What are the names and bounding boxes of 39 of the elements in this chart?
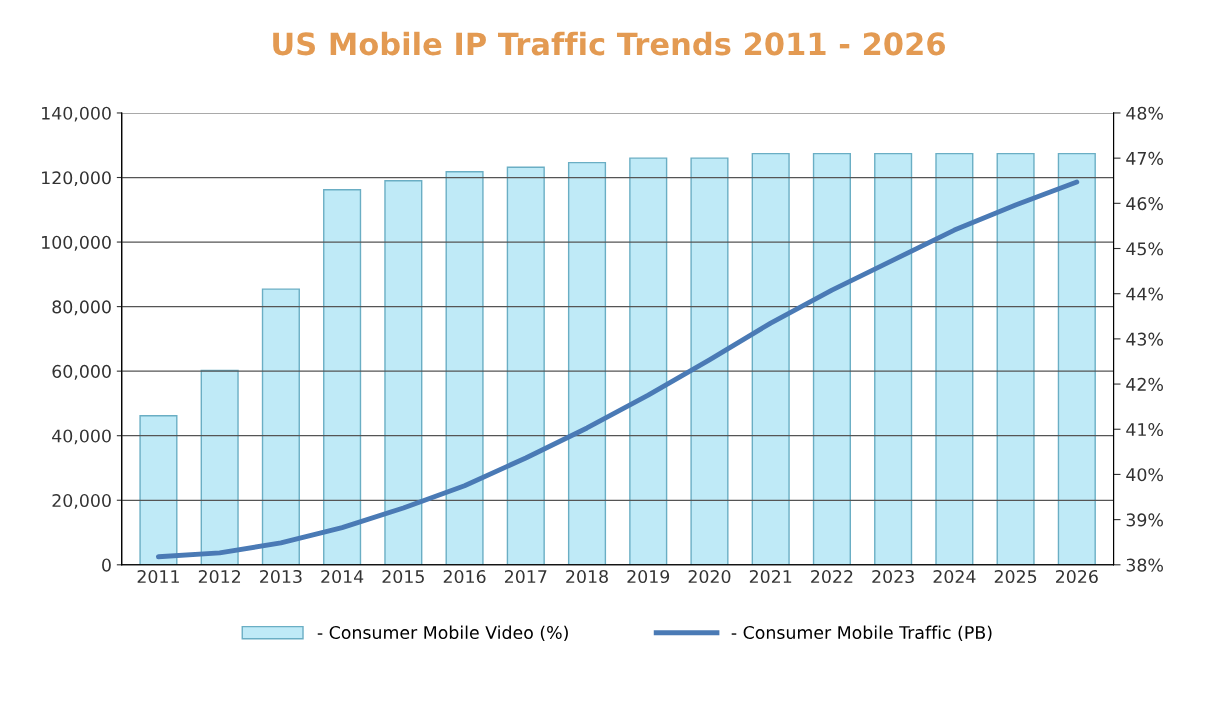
y2-tick-label: 39%	[1126, 513, 1163, 527]
x-tick-label: 2023	[872, 569, 914, 584]
y-tick-label: 40,000	[52, 429, 111, 445]
x-tick-label: 2014	[321, 569, 364, 584]
x-tick-label: 2013	[260, 569, 302, 584]
y-tick-label: 60,000	[52, 364, 111, 380]
legend-label: - Consumer Mobile Traffic (PB)	[731, 625, 992, 642]
y2-tick-label: 43%	[1126, 332, 1163, 346]
y2-tick-label: 38%	[1126, 558, 1163, 572]
y2-tick-label: 48%	[1126, 106, 1163, 120]
y2-tick-label: 44%	[1126, 287, 1163, 301]
y-tick-label: 120,000	[42, 171, 111, 187]
x-tick-label: 2020	[688, 569, 731, 584]
line-series	[156, 179, 1080, 560]
y2-tick-label: 45%	[1126, 242, 1163, 256]
y-tick-label: 20,000	[52, 493, 111, 509]
y2-tick-label: 42%	[1126, 377, 1163, 391]
x-tick-label: 2026	[1056, 569, 1098, 584]
y2-tick-label: 46%	[1126, 197, 1163, 211]
x-tick-label: 2016	[443, 569, 486, 584]
y2-tick-label: 47%	[1126, 151, 1163, 165]
x-tick-label: 2024	[933, 569, 976, 584]
x-tick-label: 2018	[566, 569, 608, 584]
x-tick-label: 2019	[627, 569, 670, 584]
x-tick-label: 2025	[994, 569, 1037, 584]
y2-tick-label: 41%	[1126, 422, 1163, 437]
legend-label: - Consumer Mobile Video (%)	[317, 625, 568, 642]
x-tick-label: 2021	[749, 569, 792, 584]
x-tick-label: 2022	[811, 569, 853, 584]
y-tick-label: 80,000	[52, 300, 111, 316]
y-tick-label: 100,000	[42, 235, 111, 251]
chart-title: US Mobile IP Traffic Trends 2011 - 2026	[273, 31, 945, 56]
x-tick-label: 2012	[198, 569, 241, 584]
x-tick-label: 2011	[137, 569, 179, 584]
y-tick-label: 140,000	[42, 106, 111, 122]
x-tick-label: 2015	[382, 569, 424, 584]
y-tick-label: 0	[102, 558, 111, 572]
y2-tick-label: 40%	[1126, 468, 1163, 482]
x-tick-label: 2017	[504, 569, 547, 584]
